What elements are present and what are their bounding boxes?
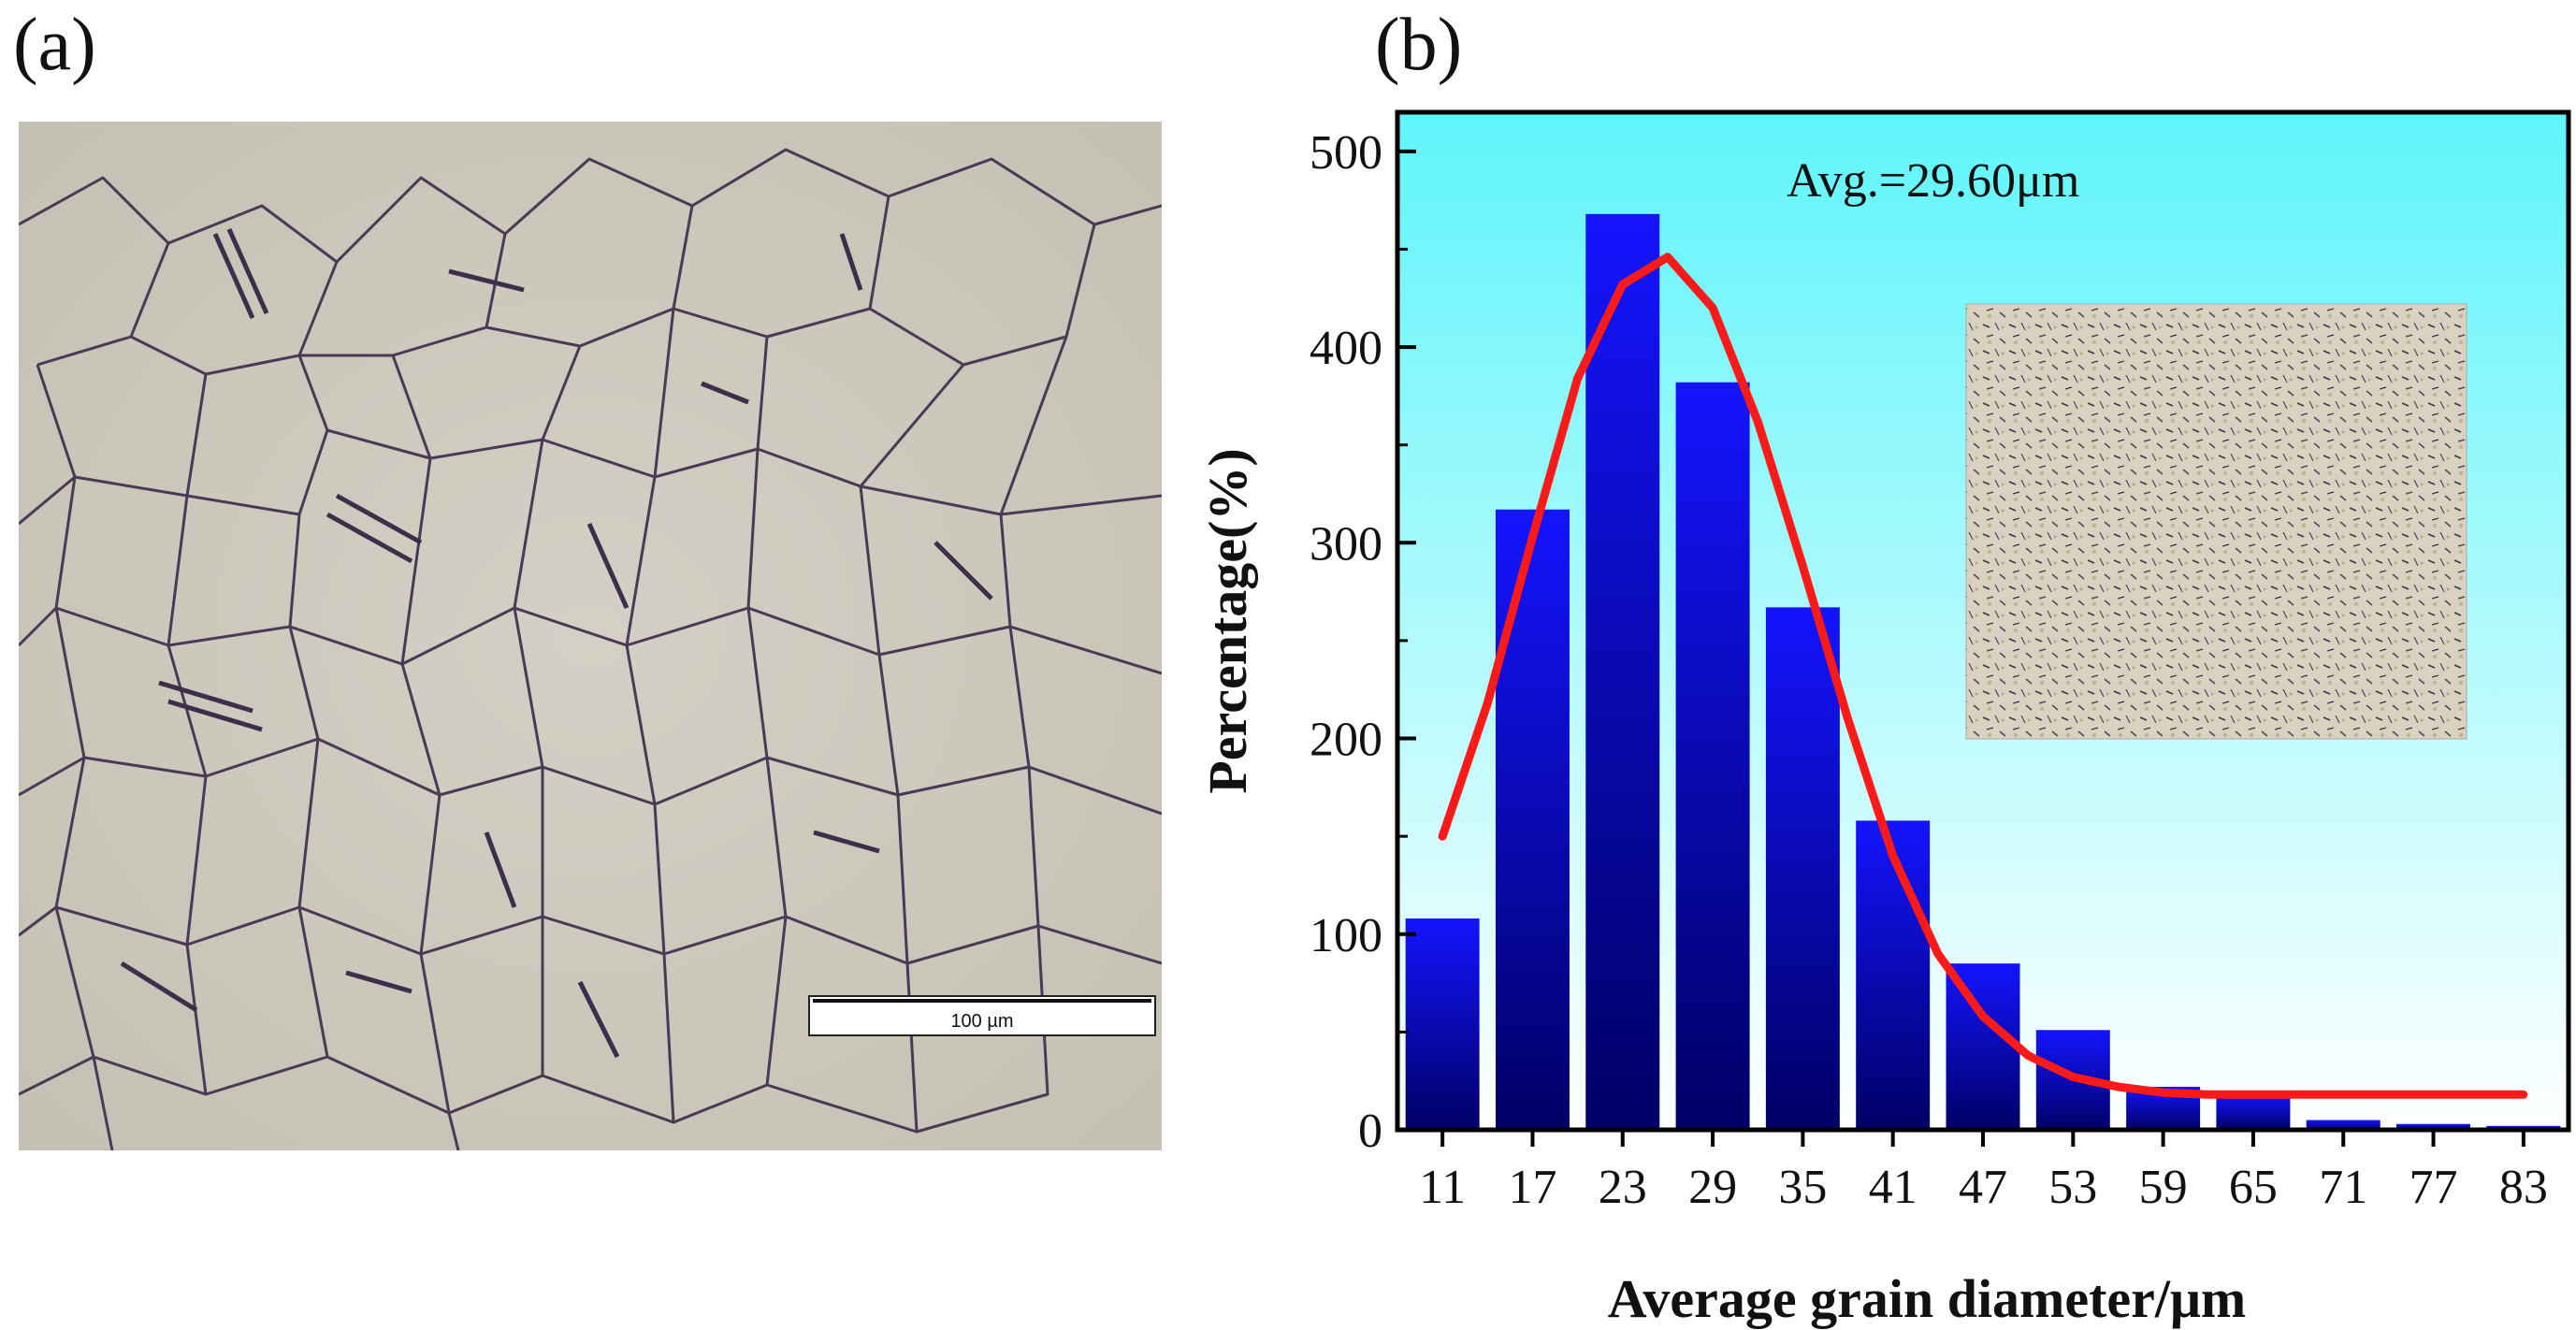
y-tick-label-0: 0 [1358,1105,1382,1158]
average-annotation: Avg.=29.60μm [1787,154,2079,208]
panel-label-b: (b) [1375,4,1463,86]
bar-23 [1585,213,1660,1131]
bar-29 [1675,382,1750,1130]
y-axis-label: Percentage(%) [1197,448,1258,793]
grain-boundaries [19,148,1162,1150]
bar-77 [2396,1123,2471,1130]
gaussian-fit-line [1438,253,2528,1099]
scale-bar-label: 100 µm [950,1011,1013,1032]
micrograph-panel-a: 100 µm [19,122,1162,1150]
twin-boundaries [120,227,993,1059]
bar-41 [1856,820,1931,1130]
x-tick-label-17: 17 [1508,1161,1556,1214]
y-axis-ticks: 0 100 200 300 400 500 [1310,126,1416,1158]
x-tick-label-77: 77 [2410,1161,2458,1214]
x-axis-ticks: 11 17 23 29 35 41 47 53 59 65 71 77 83 [1419,1130,2548,1214]
x-tick-label-29: 29 [1688,1161,1737,1214]
x-tick-label-83: 83 [2499,1161,2548,1214]
x-axis-label: Average grain diameter/μm [1608,1268,2246,1329]
inset-micrograph [1965,303,2467,740]
x-tick-label-35: 35 [1778,1161,1827,1214]
bar-71 [2306,1120,2381,1130]
y-tick-label-300: 300 [1310,517,1382,571]
bar-17 [1495,509,1570,1130]
scale-bar: 100 µm [808,995,1156,1036]
y-tick-label-200: 200 [1310,714,1382,767]
x-tick-label-47: 47 [1959,1161,2007,1214]
x-tick-label-53: 53 [2048,1161,2097,1214]
histogram-chart: 0 100 200 300 400 500 11 17 23 29 35 41 47 53 59 65 71 7… [1197,109,2571,1329]
panel-label-a: (a) [13,4,96,86]
inset-micrograph-image [1965,303,2467,740]
bar-35 [1765,607,1840,1130]
x-tick-label-41: 41 [1869,1161,1918,1214]
bar-47 [1946,963,2020,1130]
y-tick-label-400: 400 [1310,322,1382,375]
bar-65 [2216,1094,2291,1130]
x-tick-label-65: 65 [2229,1161,2278,1214]
x-tick-label-23: 23 [1599,1161,1647,1214]
y-tick-label-500: 500 [1310,126,1382,180]
x-tick-label-71: 71 [2319,1161,2367,1214]
x-tick-label-59: 59 [2139,1161,2188,1214]
bar-11 [1405,918,1480,1130]
y-tick-label-100: 100 [1310,909,1382,962]
x-tick-label-11: 11 [1419,1161,1466,1214]
bars-group [1405,213,2561,1131]
